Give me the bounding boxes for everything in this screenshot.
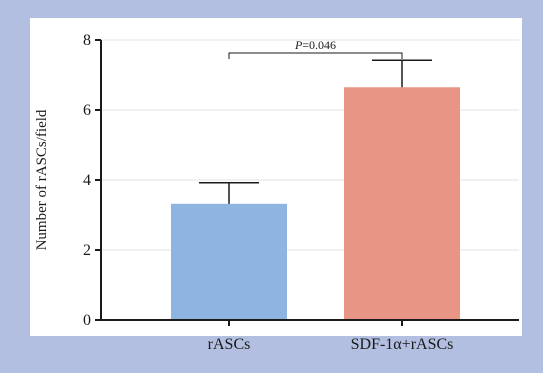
p-symbol: P	[294, 38, 303, 52]
significance-bracket	[228, 52, 403, 59]
bar-0	[171, 203, 287, 320]
y-tick-label-1: 2	[83, 242, 91, 259]
significance-annotation: P=0.046	[228, 38, 403, 59]
y-tick-label-0: 0	[83, 312, 91, 329]
x-tick-label-0: rASCs	[208, 336, 251, 353]
x-tick-labels: rASCs SDF-1α+rASCs	[208, 320, 454, 353]
p-value: =0.046	[302, 38, 336, 52]
y-tick-label-4: 8	[83, 32, 91, 49]
y-ticks: 0 2 4 6 8	[83, 32, 101, 329]
error-bars	[199, 59, 432, 204]
p-value-label: P=0.046	[294, 38, 336, 52]
bars	[171, 87, 460, 320]
y-tick-label-3: 6	[83, 102, 91, 119]
y-axis-label: Number of rASCs/field	[34, 109, 50, 250]
y-tick-label-2: 4	[83, 172, 91, 189]
bar-1	[344, 87, 460, 320]
x-tick-label-1: SDF-1α+rASCs	[351, 336, 454, 353]
